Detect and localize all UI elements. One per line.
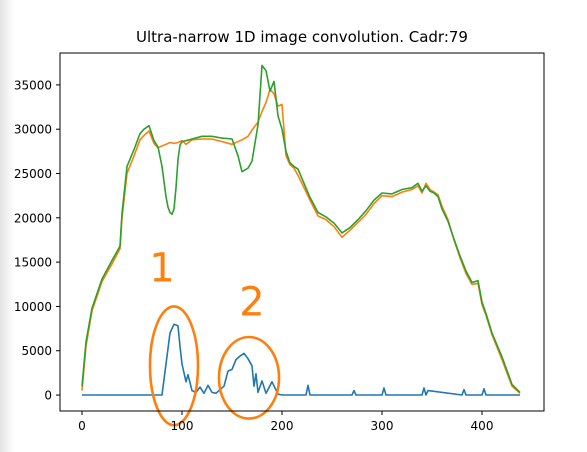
series-layer — [81, 64, 521, 396]
axes-frame — [59, 52, 545, 412]
x-tick-label: 0 — [78, 419, 86, 433]
y-tick-label: 35000 — [14, 78, 52, 92]
y-tick-label: 30000 — [14, 123, 52, 137]
y-tick-label: 5000 — [21, 344, 52, 358]
y-tick-label: 0 — [44, 389, 52, 403]
series-line-1 — [82, 323, 520, 396]
y-tick-label: 15000 — [14, 256, 52, 270]
x-axis: 0 100 200 300 400 — [78, 411, 493, 433]
y-tick-label: 20000 — [14, 211, 52, 225]
annotation-ellipse-1 — [148, 305, 200, 427]
annotation-label-1: 1 — [149, 246, 174, 292]
x-tick-label: 300 — [371, 419, 394, 433]
series-line-3 — [81, 64, 521, 393]
x-tick-label: 100 — [171, 419, 194, 433]
series-line-2 — [81, 88, 521, 394]
y-tick-label: 10000 — [14, 300, 52, 314]
annotation-layer: 12 — [148, 246, 281, 427]
x-tick-label: 400 — [471, 419, 494, 433]
annotation-label-2: 2 — [239, 279, 264, 325]
y-axis: 0 5000 10000 15000 20000 25000 30000 35000 — [14, 78, 60, 403]
x-tick-label: 200 — [271, 419, 294, 433]
chart-title: Ultra-narrow 1D image convolution. Cadr:… — [136, 28, 468, 46]
annotation-ellipse-2 — [217, 335, 281, 420]
y-tick-label: 25000 — [14, 167, 52, 181]
left-shadow-strip — [0, 0, 14, 452]
